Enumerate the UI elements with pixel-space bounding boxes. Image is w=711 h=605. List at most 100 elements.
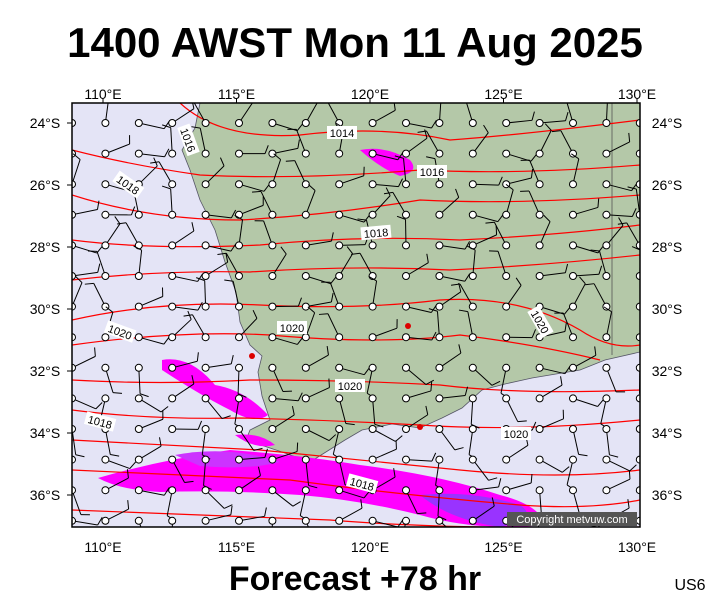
station (369, 181, 376, 188)
barb (113, 393, 122, 394)
isobar-label-text: 1020 (280, 323, 304, 335)
station (436, 426, 443, 433)
station (570, 120, 577, 127)
barb (665, 150, 670, 158)
station (135, 395, 142, 402)
barb (662, 285, 663, 294)
barb (657, 159, 660, 168)
station (336, 242, 343, 249)
station (469, 211, 476, 218)
city-marker (249, 353, 255, 359)
barb (665, 336, 670, 343)
station (336, 364, 343, 371)
barb (661, 409, 669, 414)
station (603, 273, 610, 280)
lat-label: 26°S (652, 177, 683, 193)
barb (459, 534, 467, 538)
station (336, 456, 343, 463)
barb (640, 446, 662, 460)
station (102, 120, 109, 127)
station (269, 181, 276, 188)
station (102, 395, 109, 402)
station (269, 395, 276, 402)
station (169, 364, 176, 371)
station (302, 364, 309, 371)
station (102, 273, 109, 280)
station (436, 181, 443, 188)
station (436, 273, 443, 280)
station (169, 426, 176, 433)
station (436, 120, 443, 127)
station (236, 303, 243, 310)
isobar-label: 1020 (335, 379, 365, 393)
station (135, 273, 142, 280)
station (603, 364, 610, 371)
station (269, 303, 276, 310)
isobar-label-text: 1018 (363, 227, 388, 241)
station (202, 273, 209, 280)
barb (63, 99, 72, 123)
station (236, 395, 243, 402)
station (102, 303, 109, 310)
station (336, 150, 343, 157)
station (469, 517, 476, 524)
station (603, 426, 610, 433)
station (135, 487, 142, 494)
station (603, 211, 610, 218)
isobar-label-text: 1014 (330, 128, 354, 140)
station (236, 150, 243, 157)
station (570, 456, 577, 463)
station (202, 181, 209, 188)
station (469, 487, 476, 494)
station (269, 487, 276, 494)
barb (173, 547, 181, 550)
station (570, 395, 577, 402)
station (236, 456, 243, 463)
station (269, 364, 276, 371)
barb (640, 398, 661, 414)
lon-label: 125°E (484, 539, 522, 555)
station (603, 150, 610, 157)
station (169, 487, 176, 494)
station (403, 487, 410, 494)
station (169, 456, 176, 463)
station (603, 181, 610, 188)
station (369, 211, 376, 218)
barb (297, 443, 298, 452)
station (570, 273, 577, 280)
station (236, 120, 243, 127)
station (336, 211, 343, 218)
station (570, 487, 577, 494)
station (369, 303, 376, 310)
station (403, 517, 410, 524)
barb (401, 546, 409, 551)
barb (61, 314, 72, 338)
station (570, 181, 577, 188)
station (169, 395, 176, 402)
station (536, 364, 543, 371)
forecast: Forecast +78 hr (229, 560, 481, 598)
station (469, 364, 476, 371)
barb (640, 394, 648, 397)
station (570, 303, 577, 310)
station (403, 364, 410, 371)
station (202, 517, 209, 524)
station (302, 517, 309, 524)
station (169, 120, 176, 127)
station (169, 303, 176, 310)
station (336, 487, 343, 494)
station (302, 181, 309, 188)
lat-label: 26°S (30, 177, 61, 193)
station (202, 364, 209, 371)
station (536, 487, 543, 494)
station (336, 181, 343, 188)
station (369, 517, 376, 524)
station (169, 181, 176, 188)
station (102, 487, 109, 494)
lat-label: 24°S (652, 115, 683, 131)
station (503, 364, 510, 371)
station (102, 181, 109, 188)
station (236, 242, 243, 249)
station (269, 211, 276, 218)
barb (433, 93, 441, 97)
